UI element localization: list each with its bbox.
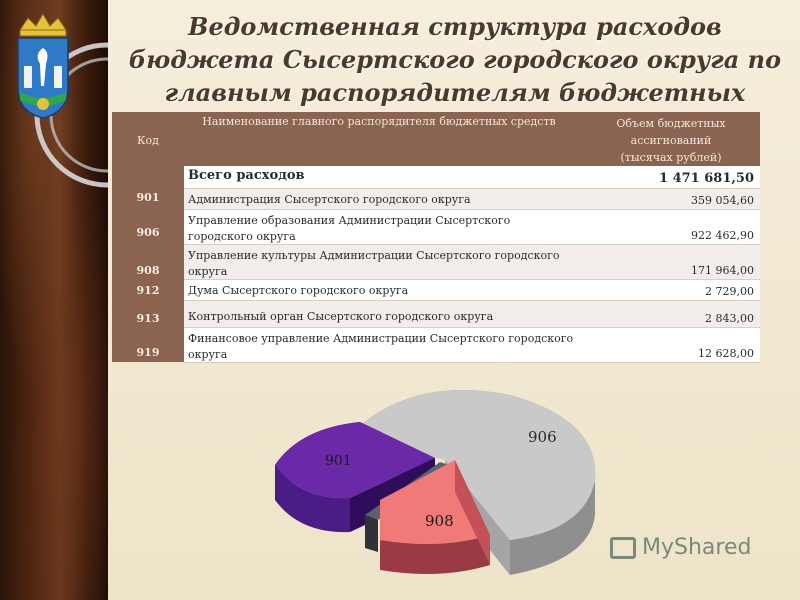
row-value: 359 054,60: [691, 194, 754, 207]
row-value: 2 843,00: [705, 312, 754, 325]
row-name: Администрация Сысертского городского окр…: [188, 193, 471, 206]
coat-of-arms-emblem: [17, 13, 69, 119]
table-row-total: Всего расходов 1 471 681,50: [184, 166, 760, 189]
header-code: Код: [137, 134, 159, 147]
header-amount: Объем бюджетных ассигнований (тысячах ру…: [582, 115, 760, 166]
table-body: 901 906 908 912 913 919 Всего расходов 1…: [112, 166, 760, 363]
label-901: 901: [325, 453, 352, 469]
table-row: Администрация Сысертского городского окр…: [184, 189, 760, 210]
code-column: 901 906 908 912 913 919: [112, 166, 184, 362]
row-name: Дума Сысертского городского округа: [188, 284, 409, 297]
label-908: 908: [425, 512, 454, 530]
header-name: Наименование главного распорядителя бюдж…: [202, 115, 556, 128]
myshared-logo-icon: [610, 537, 636, 559]
header-amount-line2: ассигнований: [630, 134, 712, 147]
budget-table: Код Наименование главного распорядителя …: [112, 112, 760, 363]
code-908: 908: [136, 264, 160, 277]
code-901: 901: [136, 191, 160, 204]
row-name: Контрольный орган Сысертского городского…: [188, 310, 494, 323]
table-row: Дума Сысертского городского округа 2 729…: [184, 280, 760, 301]
table-row: Управление образования Администрации Сыс…: [184, 210, 760, 245]
code-919: 919: [136, 346, 160, 359]
row-name: Управление образования Администрации Сыс…: [188, 214, 511, 243]
code-912: 912: [136, 284, 160, 297]
row-value: 922 462,90: [691, 229, 754, 242]
code-913: 913: [136, 312, 160, 325]
pie-chart: 906 901 908: [275, 390, 596, 575]
row-name: Управление культуры Администрации Сысерт…: [188, 249, 560, 278]
table-header: Код Наименование главного распорядителя …: [112, 112, 760, 166]
watermark: MyShared: [610, 535, 751, 560]
header-amount-line3: (тысячах рублей): [620, 151, 722, 164]
table-row: Управление культуры Администрации Сысерт…: [184, 245, 760, 280]
row-value: 12 628,00: [698, 347, 754, 360]
header-amount-line1: Объем бюджетных: [616, 117, 726, 130]
total-value: 1 471 681,50: [659, 171, 754, 186]
row-value: 171 964,00: [691, 264, 754, 277]
table-row: Финансовое управление Администрации Сысе…: [184, 328, 760, 363]
total-label: Всего расходов: [188, 168, 305, 183]
watermark-text: MyShared: [642, 535, 752, 560]
code-906: 906: [136, 226, 160, 239]
label-906: 906: [528, 428, 557, 446]
row-name: Финансовое управление Администрации Сысе…: [188, 332, 574, 361]
table-row: Контрольный орган Сысертского городского…: [184, 301, 760, 328]
row-value: 2 729,00: [705, 285, 754, 298]
slice-908: [380, 460, 490, 574]
